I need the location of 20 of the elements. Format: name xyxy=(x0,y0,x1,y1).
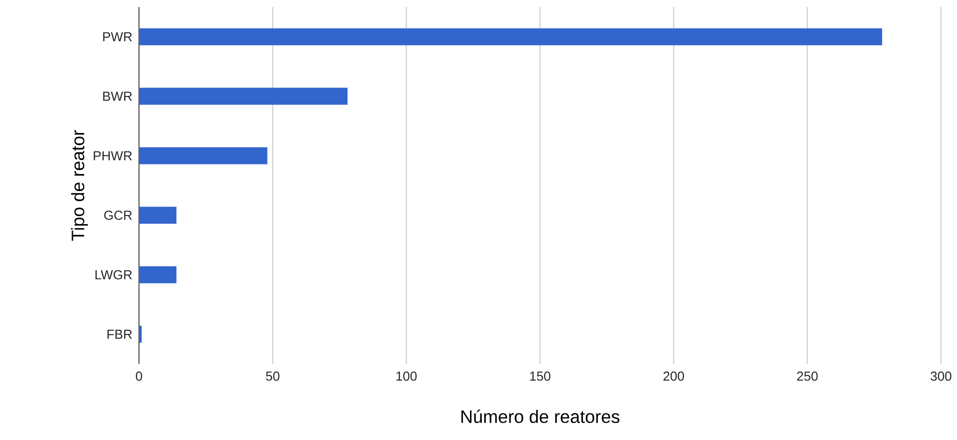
bar xyxy=(139,206,176,224)
x-tick-label: 100 xyxy=(396,372,417,381)
bar xyxy=(139,147,268,164)
y-tick-label: PWR xyxy=(103,32,132,42)
y-tick-label: GCR xyxy=(104,210,132,220)
x-tick-label: 200 xyxy=(663,372,684,381)
bar xyxy=(139,28,882,46)
y-tick-label: FBR xyxy=(108,330,132,339)
bar xyxy=(139,88,348,105)
x-tick-label: 50 xyxy=(266,372,280,381)
y-tick-label: LWGR xyxy=(96,270,132,280)
x-tick-label: 150 xyxy=(530,372,550,381)
x-tick-label: 300 xyxy=(930,372,952,381)
x-tick-label: 250 xyxy=(797,372,818,381)
y-tick-label: PHWR xyxy=(94,151,132,160)
bar xyxy=(139,266,176,284)
y-axis-title: Tipo de reator xyxy=(71,130,88,241)
x-axis-title: Número de reatores xyxy=(461,410,620,424)
y-tick-label: BWR xyxy=(103,92,132,101)
x-tick-label: 0 xyxy=(136,372,142,381)
